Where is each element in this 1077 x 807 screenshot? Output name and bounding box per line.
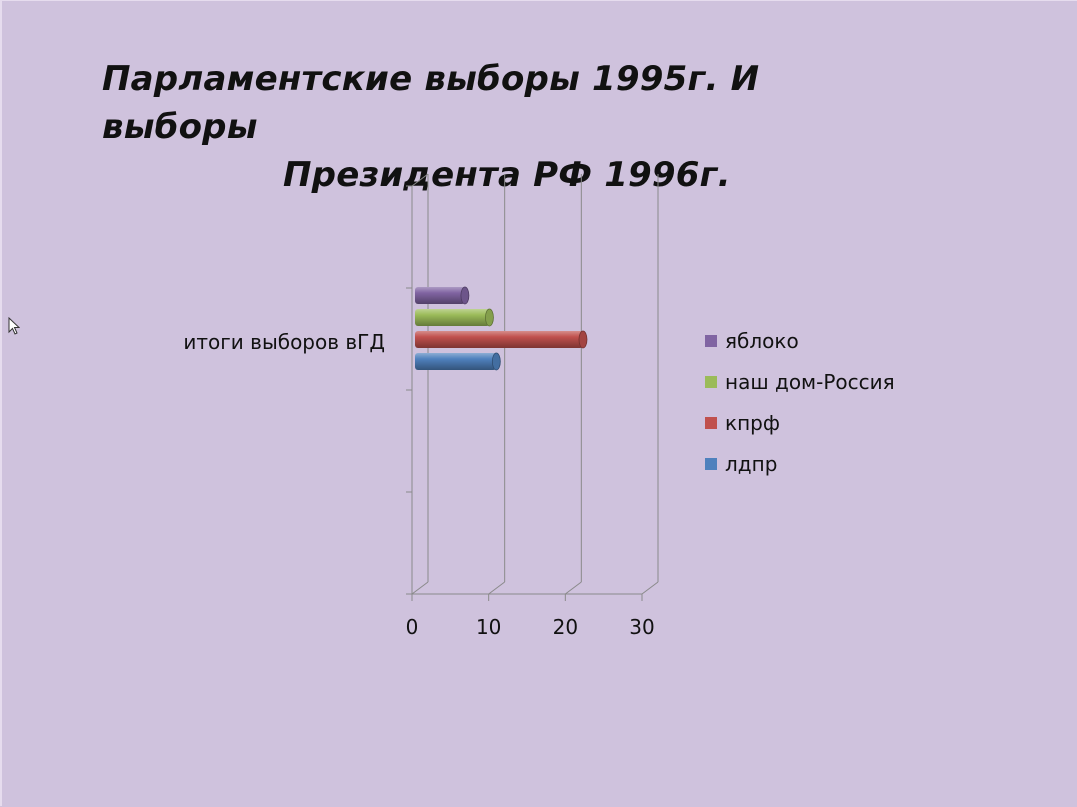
slide-title: Парламентские выборы 1995г. И выборы Пре… [62, 55, 922, 199]
gridline-floor [411, 581, 429, 595]
chart-bars [415, 286, 588, 371]
legend-label: яблоко [725, 329, 799, 353]
x-tick-label: 20 [553, 615, 578, 639]
legend-label: наш дом-Россия [725, 370, 895, 394]
gridline-floor [565, 581, 582, 595]
x-tick-label: 0 [406, 615, 419, 639]
category-label: итоги выборов вГД [183, 330, 385, 354]
bar-end-cap-2 [485, 308, 494, 327]
title-line-2: Президента РФ 1996г. [283, 155, 731, 195]
chart-legend: яблоко наш дом-Россия кпрф лдпр [705, 329, 895, 476]
bar-end-cap-0 [491, 352, 501, 371]
legend-swatch [705, 417, 717, 429]
bar-2 [415, 309, 490, 326]
x-axis-ticks: 0 10 20 30 [406, 594, 655, 639]
legend-label: лдпр [725, 452, 777, 476]
legend-swatch [705, 376, 717, 388]
bar-1 [415, 331, 583, 348]
y-axis-top-depth [411, 173, 429, 187]
gridline-floor [488, 581, 505, 595]
category-labels: итоги выборов вГД [183, 330, 385, 354]
mouse-cursor-icon [8, 317, 20, 335]
legend-swatch [705, 335, 717, 347]
x-tick-label: 10 [476, 615, 501, 639]
x-tick-label: 30 [629, 615, 654, 639]
bar-end-cap-1 [578, 330, 588, 349]
bar-end-cap-3 [460, 286, 470, 305]
bar-0 [415, 353, 497, 370]
title-line-1: Парламентские выборы 1995г. И выборы [102, 59, 760, 147]
chart-frame [406, 173, 659, 595]
gridline-floor [641, 581, 659, 595]
bar-3 [415, 287, 465, 304]
legend-label: кпрф [725, 411, 780, 435]
legend-swatch [705, 458, 717, 470]
